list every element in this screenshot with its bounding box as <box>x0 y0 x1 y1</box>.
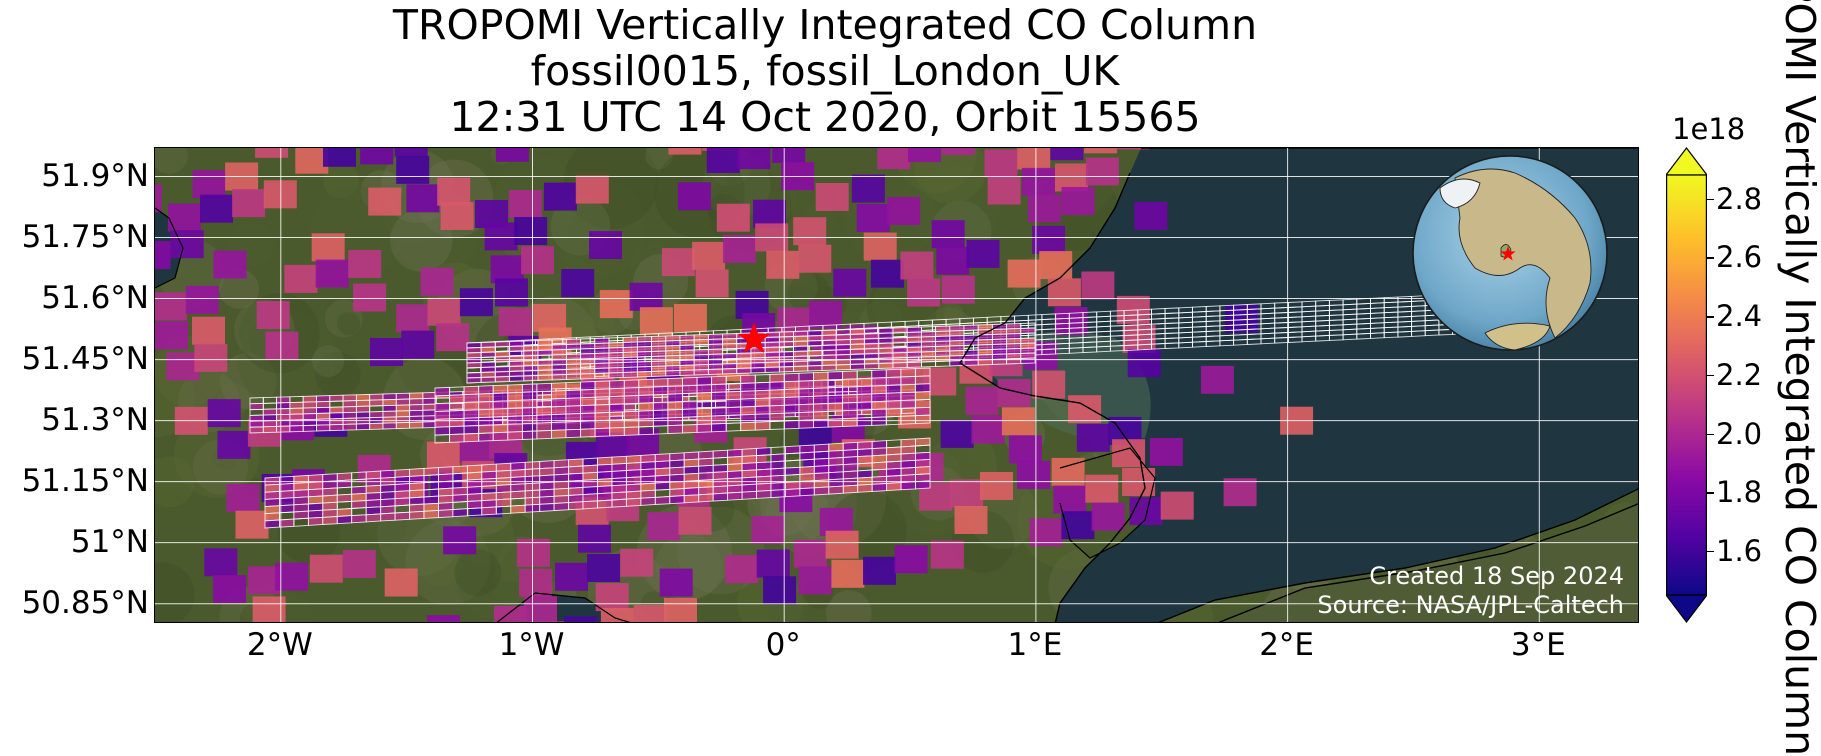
globe-africa <box>1484 322 1551 351</box>
credit-created: Created 18 Sep 2024 <box>1369 562 1624 590</box>
latitude-label: 51.45°N <box>21 340 149 377</box>
france-belgium-land <box>1220 503 1638 622</box>
longitude-label: 2°W <box>246 627 313 663</box>
colorbar-tick-mark <box>1707 492 1714 494</box>
colorbar <box>1666 147 1707 623</box>
latitude-label: 51°N <box>70 523 149 560</box>
map-panel[interactable] <box>154 147 1639 623</box>
colorbar-tick-label: 2.2 <box>1716 357 1763 392</box>
latitude-label: 51.9°N <box>41 157 149 194</box>
site-star-marker <box>737 322 771 353</box>
colorbar-min-extend <box>1666 594 1707 623</box>
colorbar-tick-mark <box>1707 550 1714 553</box>
colorbar-tick-label: 2.8 <box>1716 181 1763 216</box>
target-swath <box>434 367 931 444</box>
map-canvas <box>155 148 1638 622</box>
colorbar-tick-mark <box>1707 433 1714 435</box>
colorbar-exponent: 1e18 <box>1672 112 1746 146</box>
colorbar-tick-mark <box>1707 257 1714 259</box>
latitude-label: 51.75°N <box>21 218 149 255</box>
colorbar-tick-label: 2.4 <box>1716 299 1763 333</box>
globe-site-marker <box>1500 246 1516 261</box>
longitude-label: 2°E <box>1259 627 1314 663</box>
longitude-label: 1°W <box>498 627 565 663</box>
coastline-france <box>1218 503 1638 622</box>
colorbar-gradient <box>1666 174 1707 596</box>
longitude-label: 3°E <box>1510 627 1566 663</box>
co-pixel-layer <box>155 148 1314 622</box>
latitude-label: 51.3°N <box>41 401 149 438</box>
longitude-label: 1°E <box>1007 627 1063 663</box>
colorbar-label: TROPOMI Vertically Integrated CO Column <box>1776 0 1821 756</box>
colorbar-max-extend <box>1666 147 1707 176</box>
colorbar-tick-label: 2.0 <box>1716 416 1763 451</box>
site-marker-layer <box>737 322 771 353</box>
colorbar-tick-mark <box>1707 198 1714 200</box>
colorbar-tick-mark <box>1707 316 1714 318</box>
map-title-line-3: 12:31 UTC 14 Oct 2020, Orbit 15565 <box>449 93 1201 141</box>
credit-source: Source: NASA/JPL-Caltech <box>1317 591 1624 619</box>
inset-globe <box>1412 155 1608 351</box>
latitude-label: 51.6°N <box>41 279 149 316</box>
globe-eurasia <box>1454 168 1592 339</box>
latitude-label: 50.85°N <box>21 584 149 621</box>
latitude-label: 51.15°N <box>21 462 149 499</box>
globe-greenland <box>1439 178 1481 209</box>
graticule <box>155 148 1638 622</box>
colorbar-tick-mark <box>1707 374 1714 377</box>
coastline-severn <box>155 207 184 289</box>
colorbar-tick-label: 1.6 <box>1716 533 1763 568</box>
colorbar-tick-label: 2.6 <box>1716 240 1763 275</box>
map-title-line-2: fossil0015, fossil_London_UK <box>530 47 1120 95</box>
target-swath <box>264 437 931 529</box>
colorbar-tick-label: 1.8 <box>1716 475 1763 510</box>
map-title-line-1: TROPOMI Vertically Integrated CO Column <box>392 1 1258 49</box>
longitude-label: 0° <box>765 627 801 663</box>
coastline-england <box>959 148 1638 622</box>
